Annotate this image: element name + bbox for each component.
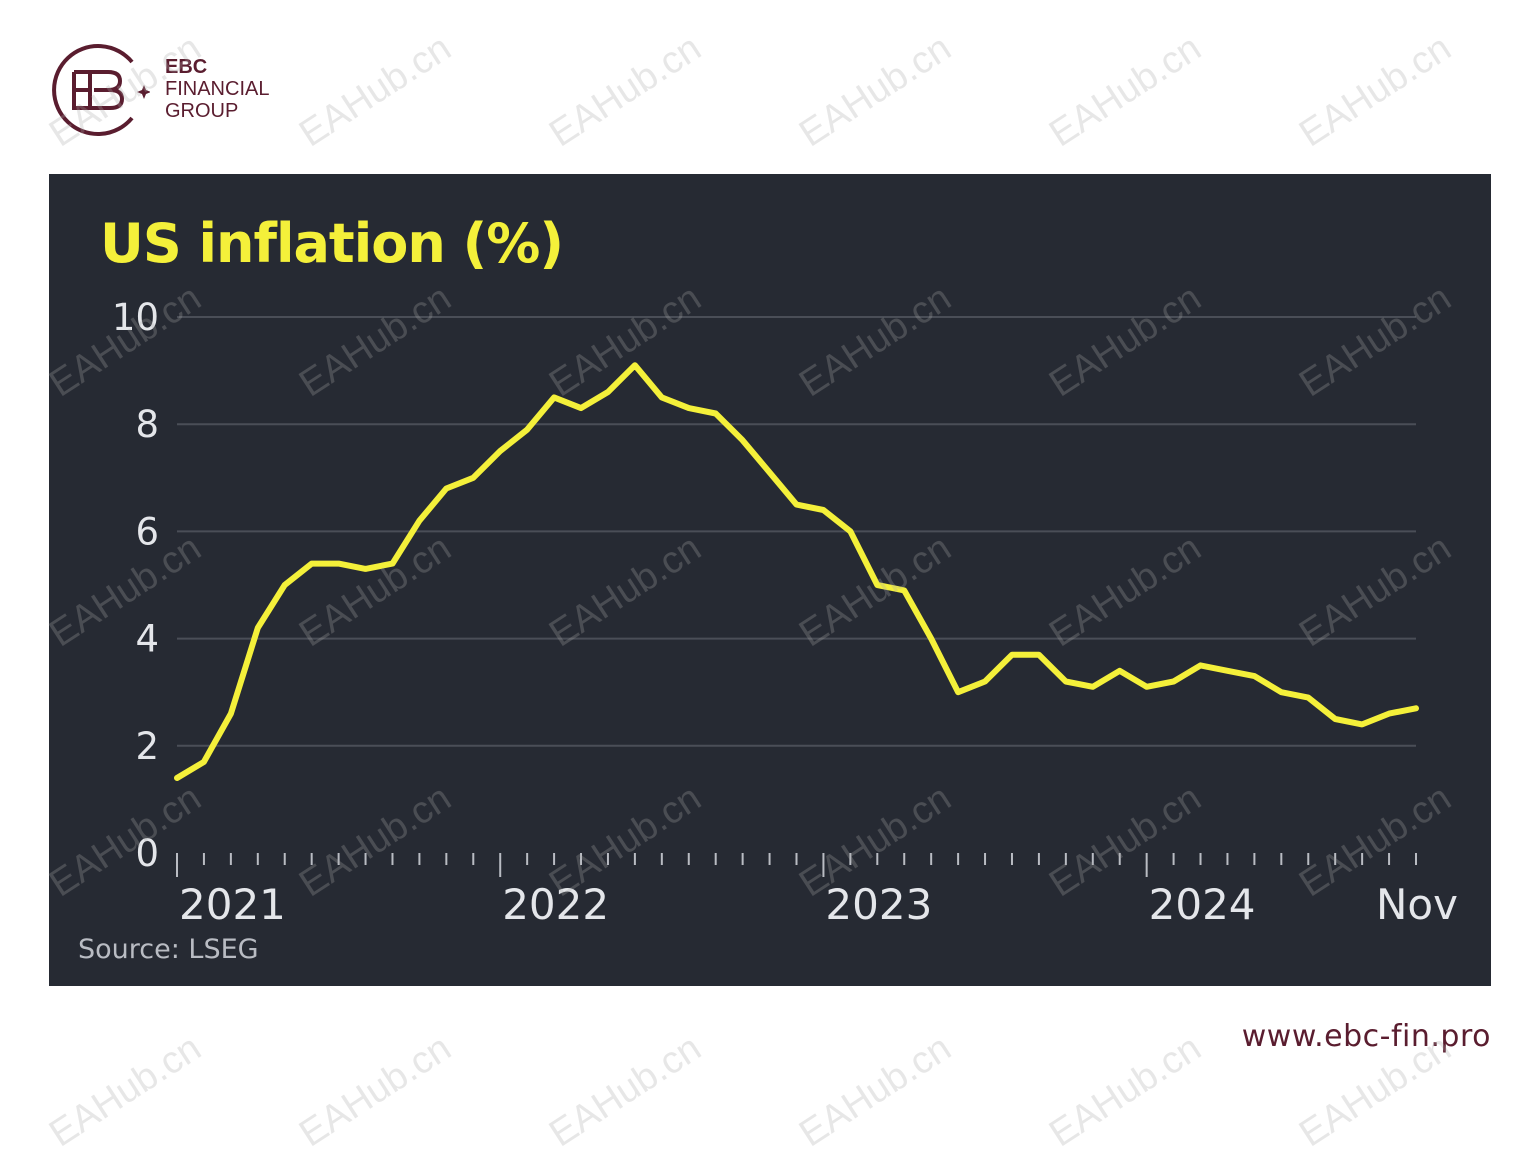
x-tick-label: Nov [1376,880,1458,929]
x-tick-label: 2021 [179,880,286,929]
chart-plot: 0 2 4 6 8 10 2021 2022 2023 2024 Nov [112,296,1458,929]
logo-line-2: GROUP [165,100,239,122]
chart-panel: 0 2 4 6 8 10 2021 2022 2023 2024 Nov US inflation … [49,174,1491,986]
watermark-text: EAHub.cn [542,1026,709,1156]
watermark-text: EAHub.cn [1292,26,1459,156]
y-tick-label: 8 [135,403,159,446]
chart-title: US inflation (%) [100,212,564,275]
ebc-monogram-icon [52,44,151,136]
chart-source: Source: LSEG [78,934,259,965]
watermark-text: EAHub.cn [1042,1026,1209,1156]
watermark-text: EAHub.cn [792,26,959,156]
logo-line-1: FINANCIAL [165,78,270,100]
y-tick-label: 10 [112,296,159,339]
website-url[interactable]: www.ebc-fin.pro [1241,1019,1491,1054]
y-tick-label: 6 [135,510,159,553]
watermark-text: EAHub.cn [542,26,709,156]
watermark-text: EAHub.cn [792,1026,959,1156]
y-tick-label: 2 [135,725,159,768]
y-tick-label: 0 [135,832,159,875]
watermark-text: EAHub.cn [292,26,459,156]
x-tick-label: 2022 [502,880,609,929]
x-tick-label: 2023 [825,880,932,929]
series-line [174,362,1419,781]
watermark-text: EAHub.cn [1042,26,1209,156]
watermark-text: EAHub.cn [292,1026,459,1156]
y-tick-label: 4 [135,618,159,661]
logo-text: EBC FINANCIAL GROUP [165,56,269,122]
ebc-logo: EBC FINANCIAL GROUP [50,40,290,140]
logo-brand-name: EBC [165,56,208,78]
x-tick-label: 2024 [1149,880,1256,929]
watermark-text: EAHub.cn [42,1026,209,1156]
